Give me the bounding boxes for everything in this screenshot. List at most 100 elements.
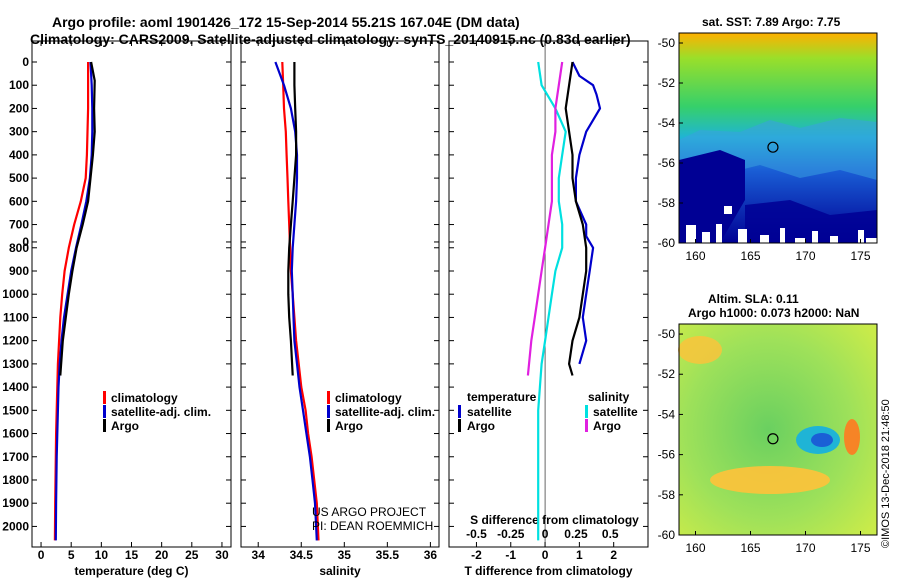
map-lat-tick-label: -50: [658, 36, 676, 50]
difference-xtick2-label: -0.25: [497, 527, 525, 541]
temperature-legend: climatology satellite-adj. clim. Argo: [103, 391, 211, 433]
legend-argo: Argo: [335, 419, 363, 433]
sst-data-gap: [866, 238, 877, 243]
legend-satellite-adj: satellite-adj. clim.: [335, 405, 435, 419]
salinity-xtick-label: 35: [338, 548, 352, 562]
difference-xtick2-label: 0.5: [602, 527, 619, 541]
sst-data-gap: [738, 229, 747, 243]
map-lat-tick-label: -52: [658, 367, 676, 381]
depth-tick-label: 1400: [2, 380, 29, 394]
difference-xlabel-2: S difference from climatology: [470, 513, 639, 527]
legend-swatch-s-satellite: [585, 405, 588, 418]
salinity-panel: 34 34.5 35 35.5 36 salinity: [240, 40, 440, 578]
map-lat-tick-label: -54: [658, 116, 676, 130]
sst-frame: [678, 32, 878, 244]
legend-temperature-title: temperature: [467, 390, 537, 404]
depth-tick-label: 1500: [2, 403, 29, 417]
temperature-series-satellite-adj-clim-: [54, 61, 94, 541]
map-lat-tick-label: -52: [658, 76, 676, 90]
sst-map: sat. SST: 7.89 Argo: 7.75 -50 -52 -54 -56 -5…: [658, 15, 878, 263]
map-lat-tick-label: -60: [658, 528, 676, 542]
difference-xtick-label: 0: [542, 548, 549, 562]
sst-data-gap: [795, 238, 805, 243]
temperature-xtick-label: 20: [155, 548, 169, 562]
map-lon-tick-label: 160: [685, 541, 705, 555]
difference-series-argo: [564, 61, 588, 376]
sst-data-gap: [858, 230, 864, 243]
imos-watermark: ©IMOS 13-Dec-2018 21:48:50: [880, 399, 892, 548]
depth-tick-label: 400: [9, 148, 29, 162]
sla-map: Altim. SLA: 0.11 Argo h1000: 0.073 h2000…: [658, 292, 878, 555]
sla-map-title-1: Altim. SLA: 0.11: [708, 292, 799, 306]
difference-xtick-label: -2: [471, 548, 482, 562]
difference-xlabel: T difference from climatology: [464, 564, 632, 578]
salinity-xlabel: salinity: [319, 564, 361, 578]
difference-series-salinity-argo: [526, 61, 564, 376]
depth-tick-label: 1800: [2, 473, 29, 487]
map-lon-tick-label: 170: [795, 541, 815, 555]
sst-land-mask: [686, 206, 877, 243]
depth-tick-label: 1300: [2, 357, 29, 371]
depth-tick-label: 600: [9, 194, 29, 208]
difference-xtick2-label: 0.25: [564, 527, 588, 541]
map-lon-tick-label: 165: [740, 541, 760, 555]
depth-tick-label: 500: [9, 171, 29, 185]
title-line-2: Climatology: CARS2009. Satellite-adjuste…: [30, 31, 631, 47]
map-lat-tick-label: -56: [658, 156, 676, 170]
sla-low-core: [811, 433, 833, 447]
depth-tick-label: 800: [9, 241, 29, 255]
depth-tick-label: 1100: [3, 310, 29, 324]
sst-data-gap: [686, 225, 696, 243]
sst-map-title: sat. SST: 7.89 Argo: 7.75: [702, 15, 841, 29]
depth-tick-label: 1900: [2, 496, 29, 510]
map-lon-tick-label: 175: [850, 541, 870, 555]
sst-data-gap: [702, 232, 710, 243]
sla-axes: -50 -52 -54 -56 -58 -60 160 165 170 175: [658, 327, 871, 555]
temperature-xtick-label: 10: [95, 548, 109, 562]
difference-legend: temperature satellite Argo salinity sate…: [458, 390, 638, 433]
depth-tick-label: 100: [9, 78, 29, 92]
depth-tick-label: 700: [9, 218, 29, 232]
depth-tick-label: 1700: [2, 450, 29, 464]
sla-float-marker: [767, 433, 779, 445]
salinity-legend: climatology satellite-adj. clim. Argo: [327, 391, 435, 433]
legend-climatology: climatology: [335, 391, 402, 405]
map-lat-tick-label: -56: [658, 448, 676, 462]
map-lat-tick-label: -58: [658, 488, 676, 502]
legend-swatch-argo: [103, 419, 106, 432]
legend-s-argo: Argo: [593, 419, 621, 433]
difference-series-satellite: [571, 61, 602, 365]
temperature-xtick-label: 5: [68, 548, 75, 562]
temperature-xlabel: temperature (deg C): [74, 564, 188, 578]
legend-swatch-t-argo: [458, 419, 461, 432]
sst-float-marker: [767, 141, 779, 153]
legend-t-satellite: satellite: [467, 405, 512, 419]
legend-swatch-climatology: [327, 391, 330, 404]
legend-s-satellite: satellite: [593, 405, 638, 419]
temperature-series-argo: [59, 61, 96, 376]
temperature-xtick-label: 15: [125, 548, 139, 562]
difference-xtick2-label: -0.5: [466, 527, 487, 541]
legend-swatch-satellite: [327, 405, 330, 418]
temperature-xtick-label: 25: [185, 548, 199, 562]
sst-axes: -50 -52 -54 -56 -58 -60 160 165 170 175: [658, 36, 871, 263]
depth-tick-label: 1600: [2, 427, 29, 441]
map-lat-tick-label: -60: [658, 236, 676, 250]
depth-tick-label: 1000: [2, 287, 29, 301]
legend-swatch-s-argo: [585, 419, 588, 432]
map-lat-tick-label: -58: [658, 196, 676, 210]
depth-tick-label: 0: [22, 55, 29, 69]
sst-data-gap: [760, 235, 769, 243]
sla-high-nw: [678, 336, 722, 364]
legend-swatch-t-satellite: [458, 405, 461, 418]
difference-xtick-label: 1: [576, 548, 583, 562]
map-lon-tick-label: 165: [740, 249, 760, 263]
sst-data-gap: [724, 206, 732, 214]
sst-data-gap: [780, 228, 785, 243]
sst-data-gap: [830, 236, 838, 243]
depth-tick-label: 0: [22, 235, 29, 249]
depth-tick-label: 1200: [2, 334, 29, 348]
sst-data-gap: [716, 224, 722, 243]
sla-frame: [678, 323, 878, 536]
